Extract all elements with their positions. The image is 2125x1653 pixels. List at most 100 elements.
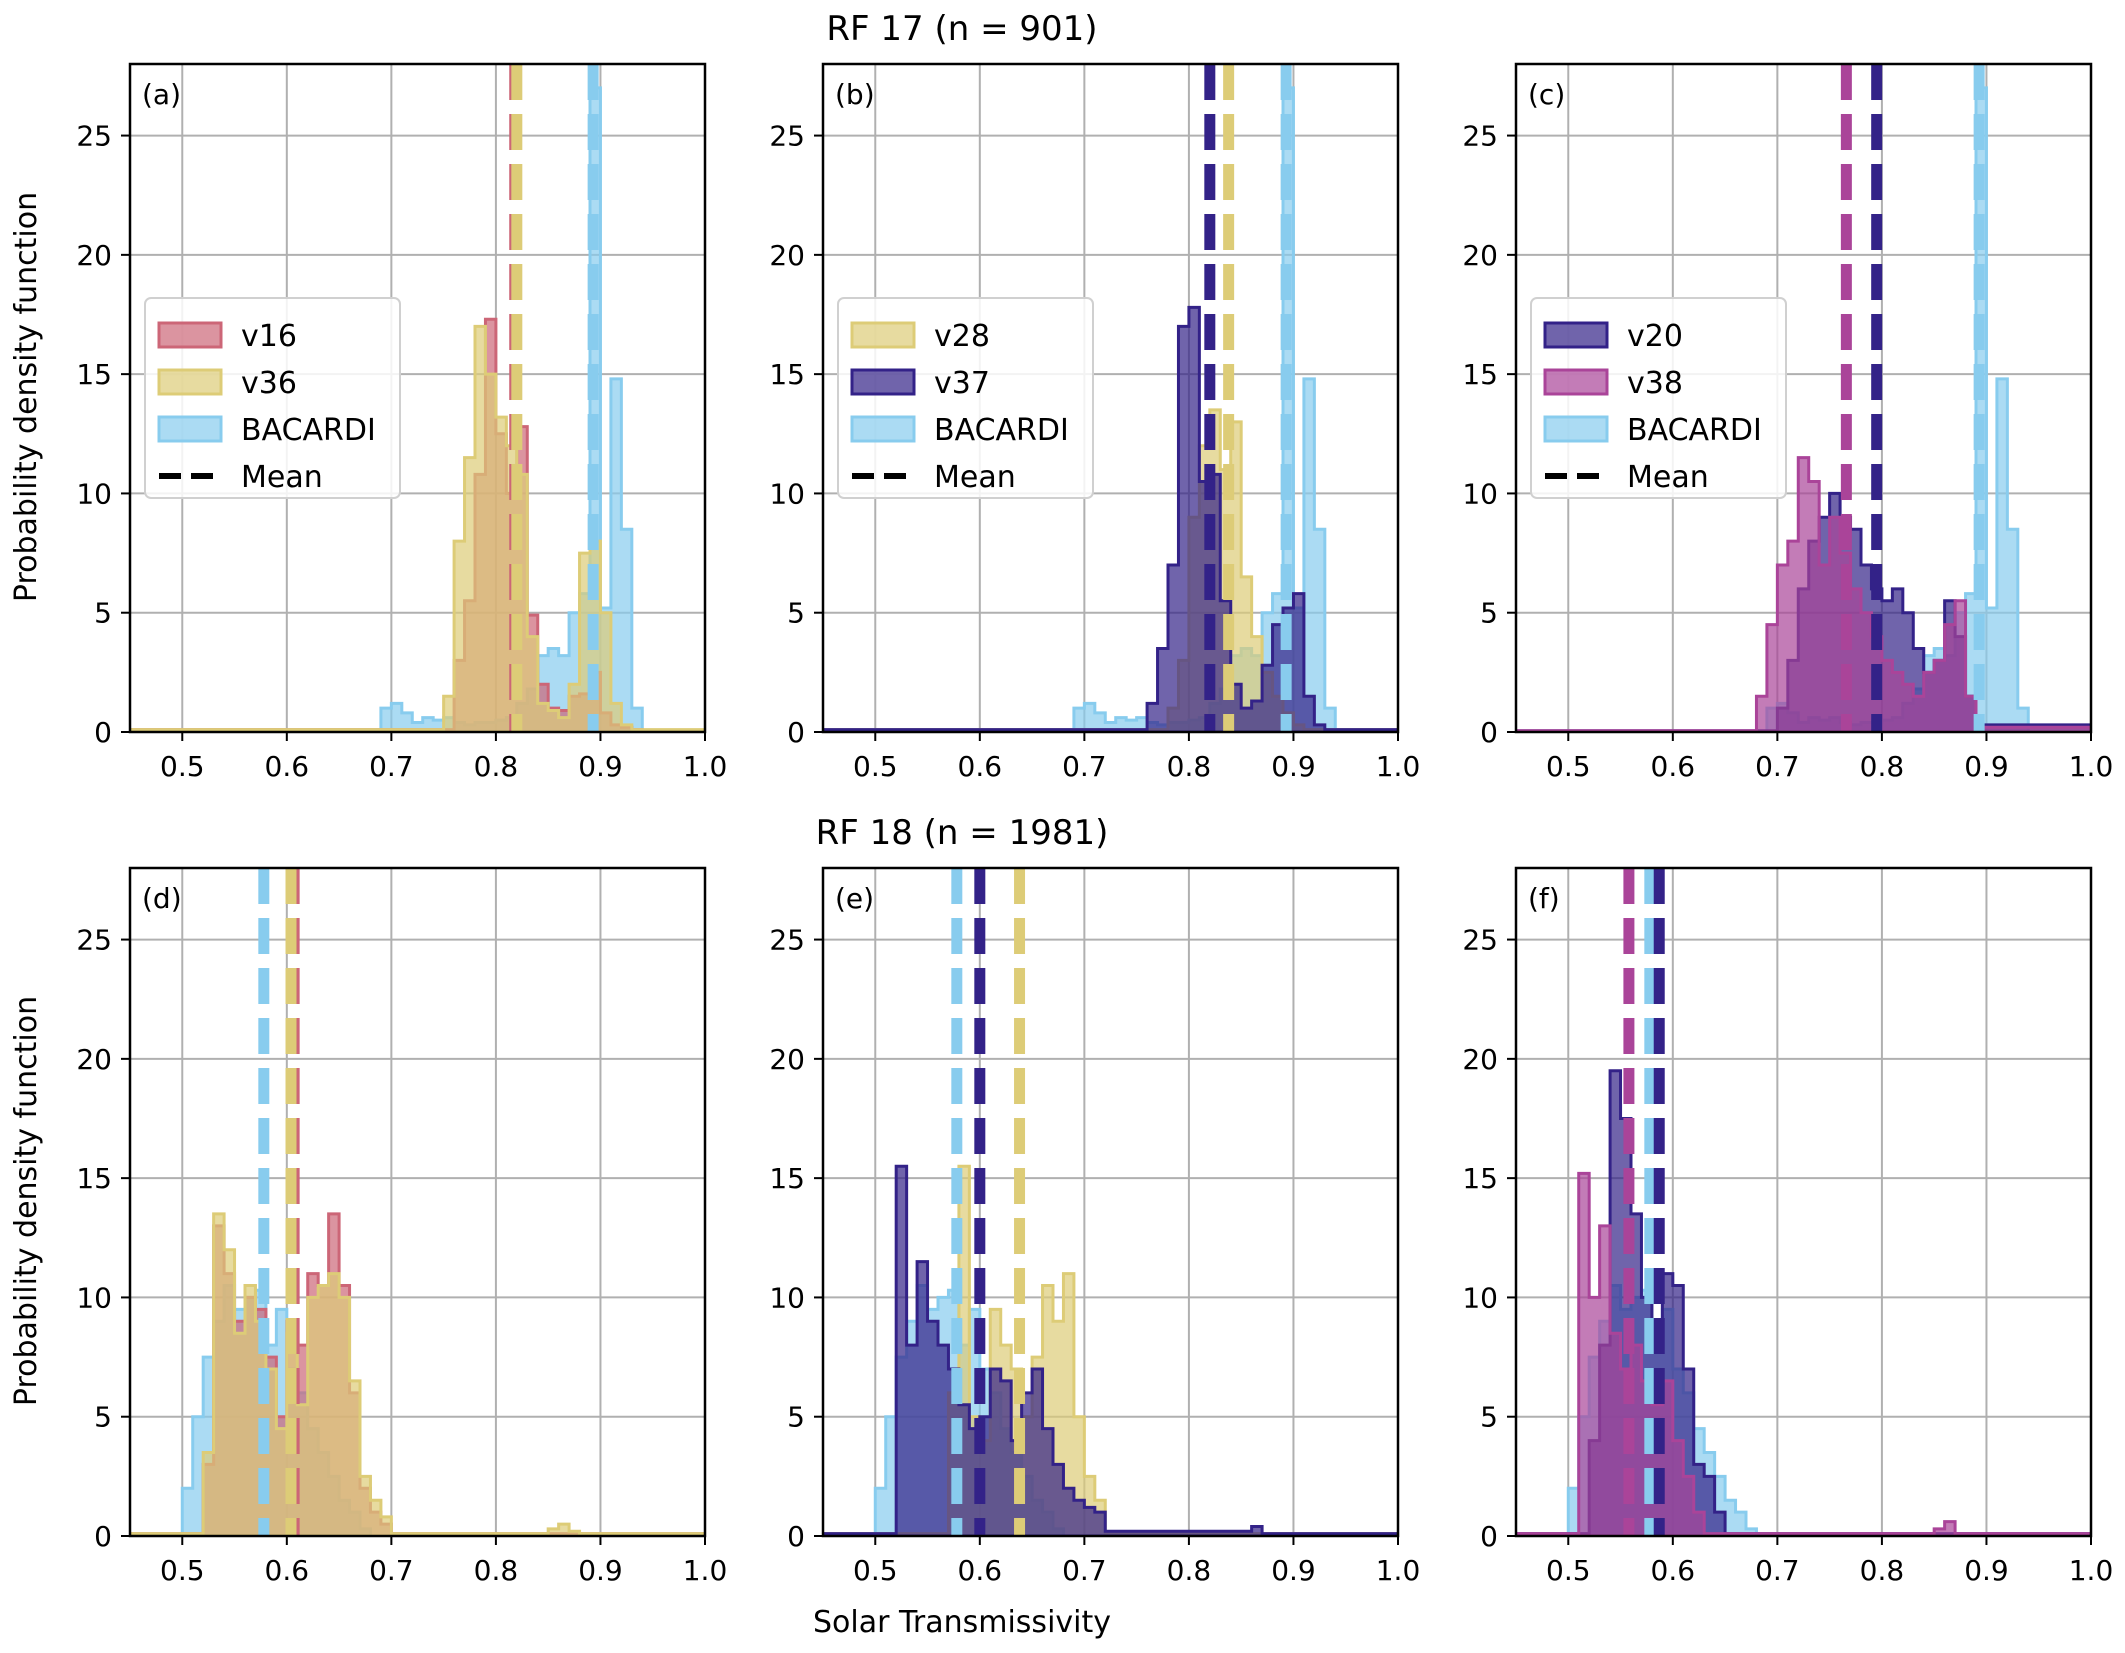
panel-label: (c) — [1528, 78, 1565, 111]
panel-label: (f) — [1528, 882, 1560, 915]
y-tick-label: 20 — [76, 1043, 112, 1076]
legend-label-v38: v38 — [1627, 366, 1683, 401]
x-tick-label: 0.5 — [160, 750, 205, 783]
legend: v16 v36 BACARDI Mean — [144, 297, 401, 499]
panel-a: 0.5 0.6 0.7 0.8 0.9 1.0 0 5 10 15 20 25 (a) v16 v36 BAC… — [76, 62, 728, 783]
x-tick-label: 1.0 — [683, 750, 728, 783]
x-tick-label: 0.5 — [853, 750, 898, 783]
plot-area — [1516, 64, 2091, 732]
x-tick-label: 0.6 — [1651, 1554, 1696, 1587]
histogram-v36 — [130, 1212, 705, 1536]
y-tick-label: 0 — [787, 1520, 805, 1553]
x-tick-label: 1.0 — [683, 1554, 728, 1587]
y-tick-label: 25 — [769, 120, 805, 153]
plot-area — [1516, 868, 2091, 1536]
x-tick-label: 0.9 — [1964, 1554, 2009, 1587]
legend-swatch-v37 — [850, 368, 916, 396]
legend-label-v20: v20 — [1627, 319, 1683, 354]
legend-label-v37: v37 — [934, 366, 990, 401]
x-tick-label: 0.8 — [1860, 1554, 1905, 1587]
y-tick-label: 0 — [1480, 716, 1498, 749]
x-tick-label: 0.7 — [369, 750, 414, 783]
y-axis-label-bottom: Probability density function — [9, 996, 44, 1406]
panels: 0.5 0.6 0.7 0.8 0.9 1.0 0 5 10 15 20 25 (a) v16 v36 BAC… — [76, 62, 2114, 1587]
y-tick-label: 15 — [769, 358, 805, 391]
x-tick-label: 0.6 — [265, 750, 310, 783]
panel-e: 0.5 0.6 0.7 0.8 0.9 1.0 0 5 10 15 20 25 (e) — [769, 866, 1421, 1587]
y-tick-label: 15 — [76, 1162, 112, 1195]
x-tick-label: 0.9 — [1964, 750, 2009, 783]
histogram-v38 — [1516, 1171, 2091, 1536]
y-tick-label: 5 — [787, 1401, 805, 1434]
y-tick-label: 10 — [76, 1281, 112, 1314]
x-tick-label: 0.8 — [474, 1554, 519, 1587]
x-tick-label: 0.8 — [1860, 750, 1905, 783]
y-tick-label: 25 — [76, 120, 112, 153]
y-tick-label: 10 — [1462, 477, 1498, 510]
x-tick-label: 0.9 — [1271, 750, 1316, 783]
plot-area — [130, 868, 705, 1536]
legend-swatch-v28 — [850, 321, 916, 349]
x-tick-label: 0.7 — [369, 1554, 414, 1587]
legend-label-mean: Mean — [1627, 460, 1709, 495]
legend-label-mean: Mean — [241, 460, 323, 495]
legend-label-bacardi: BACARDI — [241, 413, 376, 448]
panel-label: (d) — [142, 882, 182, 915]
x-tick-label: 0.5 — [853, 1554, 898, 1587]
x-tick-label: 0.5 — [160, 1554, 205, 1587]
legend: v20 v38 BACARDI Mean — [1530, 297, 1787, 499]
x-tick-label: 0.9 — [578, 1554, 623, 1587]
panel-label: (b) — [835, 78, 875, 111]
y-tick-label: 25 — [1462, 120, 1498, 153]
x-tick-label: 0.6 — [1651, 750, 1696, 783]
x-tick-label: 0.8 — [1167, 1554, 1212, 1587]
panel-f: 0.5 0.6 0.7 0.8 0.9 1.0 0 5 10 15 20 25 (f) — [1462, 866, 2113, 1587]
plot-area — [823, 64, 1398, 732]
y-tick-label: 20 — [769, 1043, 805, 1076]
legend: v28 v37 BACARDI Mean — [837, 297, 1094, 499]
x-tick-label: 0.6 — [958, 750, 1003, 783]
y-tick-label: 10 — [769, 1281, 805, 1314]
y-tick-label: 25 — [769, 924, 805, 957]
x-tick-label: 0.7 — [1755, 750, 1800, 783]
y-tick-label: 20 — [76, 239, 112, 272]
row-title-rf17: RF 17 (n = 901) — [826, 9, 1097, 49]
y-tick-label: 10 — [1462, 1281, 1498, 1314]
y-tick-label: 25 — [76, 924, 112, 957]
histogram-v38 — [1516, 456, 2091, 732]
panel-d: 0.5 0.6 0.7 0.8 0.9 1.0 0 5 10 15 20 25 (d) — [76, 866, 728, 1587]
axes-frame — [128, 866, 707, 1538]
y-tick-label: 0 — [787, 716, 805, 749]
legend-label-bacardi: BACARDI — [934, 413, 1069, 448]
y-tick-label: 0 — [94, 716, 112, 749]
y-tick-label: 15 — [1462, 358, 1498, 391]
legend-label-v28: v28 — [934, 319, 990, 354]
x-tick-label: 0.5 — [1546, 1554, 1591, 1587]
legend-swatch-bacardi — [850, 415, 916, 443]
legend-swatch-v16 — [157, 321, 223, 349]
y-tick-label: 20 — [769, 239, 805, 272]
panel-c: 0.5 0.6 0.7 0.8 0.9 1.0 0 5 10 15 20 25 (c) v20 v38 BAC… — [1462, 62, 2114, 783]
x-tick-label: 1.0 — [1376, 750, 1421, 783]
x-tick-label: 1.0 — [1376, 1554, 1421, 1587]
x-tick-label: 0.9 — [578, 750, 623, 783]
y-tick-label: 15 — [769, 1162, 805, 1195]
x-tick-label: 0.9 — [1271, 1554, 1316, 1587]
row-title-rf18: RF 18 (n = 1981) — [816, 813, 1109, 853]
legend-swatch-bacardi — [1543, 415, 1609, 443]
axes-frame — [1514, 866, 2093, 1538]
histogram-v37 — [823, 305, 1398, 732]
axes-frame — [128, 62, 707, 734]
y-axis-label-top: Probability density function — [9, 192, 44, 602]
x-tick-label: 1.0 — [2069, 750, 2114, 783]
y-tick-label: 0 — [1480, 1520, 1498, 1553]
axes-frame — [1514, 62, 2093, 734]
histogram-v37 — [823, 1164, 1398, 1536]
legend-swatch-v38 — [1543, 368, 1609, 396]
y-tick-label: 20 — [1462, 239, 1498, 272]
y-tick-label: 0 — [94, 1520, 112, 1553]
legend-label-bacardi: BACARDI — [1627, 413, 1762, 448]
y-tick-label: 25 — [1462, 924, 1498, 957]
plot-area — [823, 868, 1398, 1536]
